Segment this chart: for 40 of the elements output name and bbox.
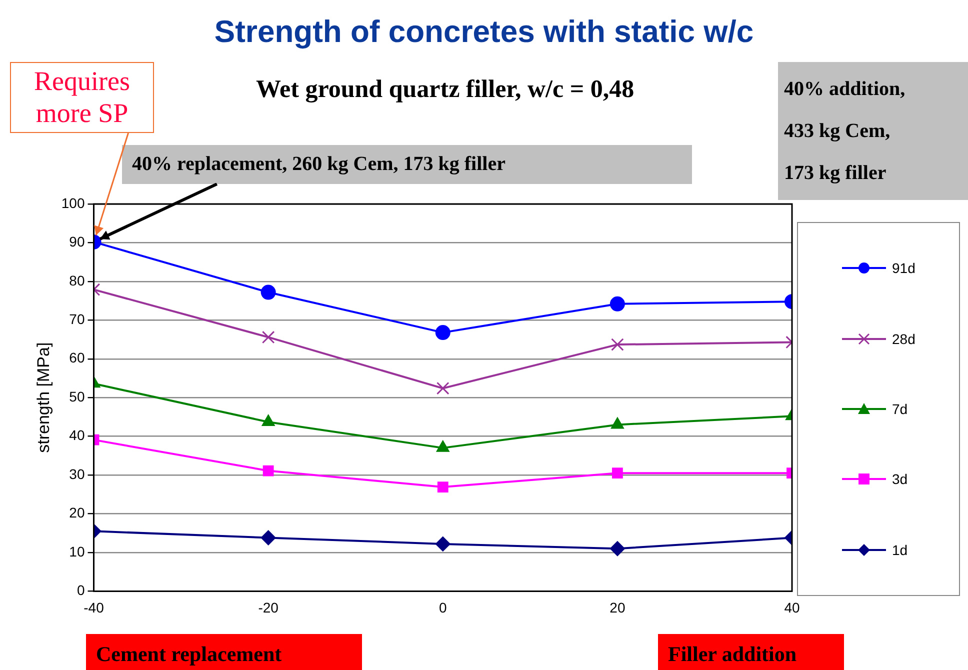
text: Cement replacement bbox=[86, 634, 362, 670]
text: 40% addition, 433 kg Cem, 173 kg filler bbox=[778, 62, 968, 200]
legend-label: 7d bbox=[892, 400, 908, 417]
point bbox=[260, 284, 276, 300]
y-tick-label: 70 bbox=[69, 311, 85, 328]
point bbox=[610, 296, 625, 312]
x-tick-label: 20 bbox=[610, 599, 626, 616]
y-tick-label: 20 bbox=[69, 504, 85, 521]
y-axis-title: strength [MPa] bbox=[34, 342, 53, 453]
y-tick-label: 80 bbox=[69, 272, 85, 288]
y-tick-label: 60 bbox=[69, 350, 85, 366]
y-tick-label: 40 bbox=[69, 427, 85, 444]
point bbox=[260, 530, 276, 546]
annotation: Requires more SP bbox=[10, 62, 154, 133]
point bbox=[262, 330, 275, 344]
annotation: 40% replacement, 260 kg Cem, 173 kg filler bbox=[122, 145, 692, 184]
legend-label: 91d bbox=[892, 260, 916, 276]
y-tick-label: 10 bbox=[69, 543, 85, 560]
legend-label: 28d bbox=[892, 330, 916, 347]
point bbox=[262, 465, 274, 476]
point bbox=[436, 382, 450, 395]
x-tick-label: -20 bbox=[258, 599, 279, 616]
point bbox=[610, 541, 625, 556]
y-tick-label: 0 bbox=[76, 582, 85, 598]
point bbox=[437, 482, 448, 492]
text: Filler addition bbox=[658, 634, 844, 670]
chart-subtitle: Wet ground quartz filler, w/c = 0,48 bbox=[254, 76, 636, 104]
y-tick-label: 100 bbox=[61, 194, 85, 211]
point bbox=[435, 536, 450, 552]
y-tick-label: 50 bbox=[69, 388, 85, 404]
y-tick-label: 30 bbox=[69, 466, 85, 482]
point bbox=[612, 468, 623, 479]
chart-title: Strength of concretes with static w/c bbox=[213, 14, 755, 50]
point bbox=[435, 325, 450, 340]
x-tick-label: 40 bbox=[784, 599, 800, 616]
legend-label: 1d bbox=[892, 542, 908, 558]
legend-label: 3d bbox=[892, 471, 908, 488]
x-tick-label: 0 bbox=[438, 599, 447, 616]
x-tick-label: -40 bbox=[84, 599, 104, 616]
y-tick-label: 90 bbox=[69, 234, 85, 250]
